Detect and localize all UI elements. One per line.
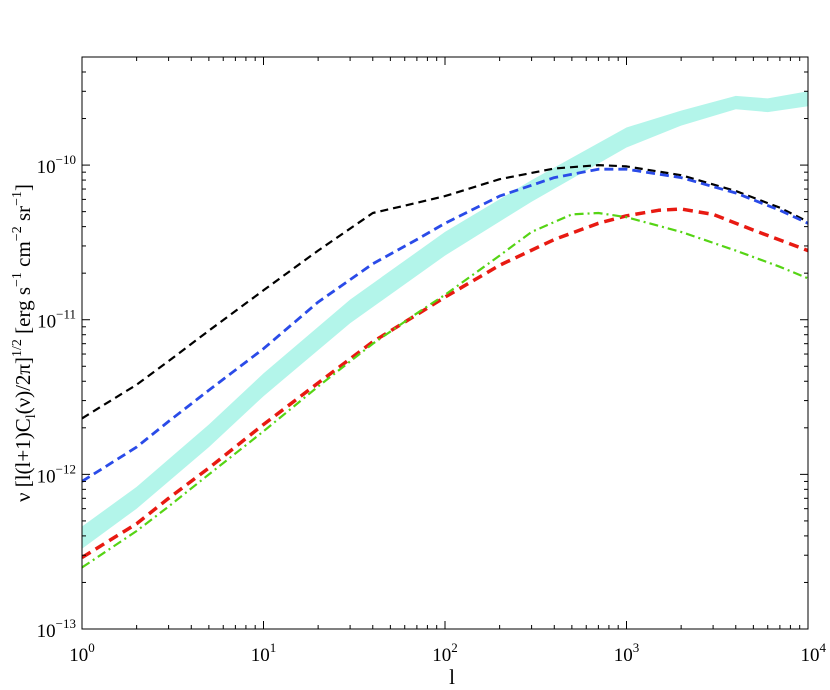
x-tick-label: 104 [801, 640, 827, 666]
series-line-1 [82, 164, 808, 420]
y-tick-label: 10−10 [37, 152, 76, 178]
x-axis-label: l [449, 665, 455, 689]
axis-ticks: 100 101 102 103 104 10−13 10−12 10−11 10−10 [37, 56, 827, 666]
series-line-4 [82, 211, 808, 569]
y-tick-label: 10−12 [37, 461, 76, 487]
x-tick-label: 100 [69, 640, 95, 666]
plot-area [82, 91, 808, 569]
x-tick-label: 101 [251, 640, 277, 666]
x-tick-label: 102 [432, 640, 458, 666]
x-tick-label: 103 [614, 640, 640, 666]
y-tick-label: 10−13 [37, 616, 76, 642]
y-tick-label: 10−11 [37, 307, 76, 333]
series-line-3 [82, 207, 808, 559]
